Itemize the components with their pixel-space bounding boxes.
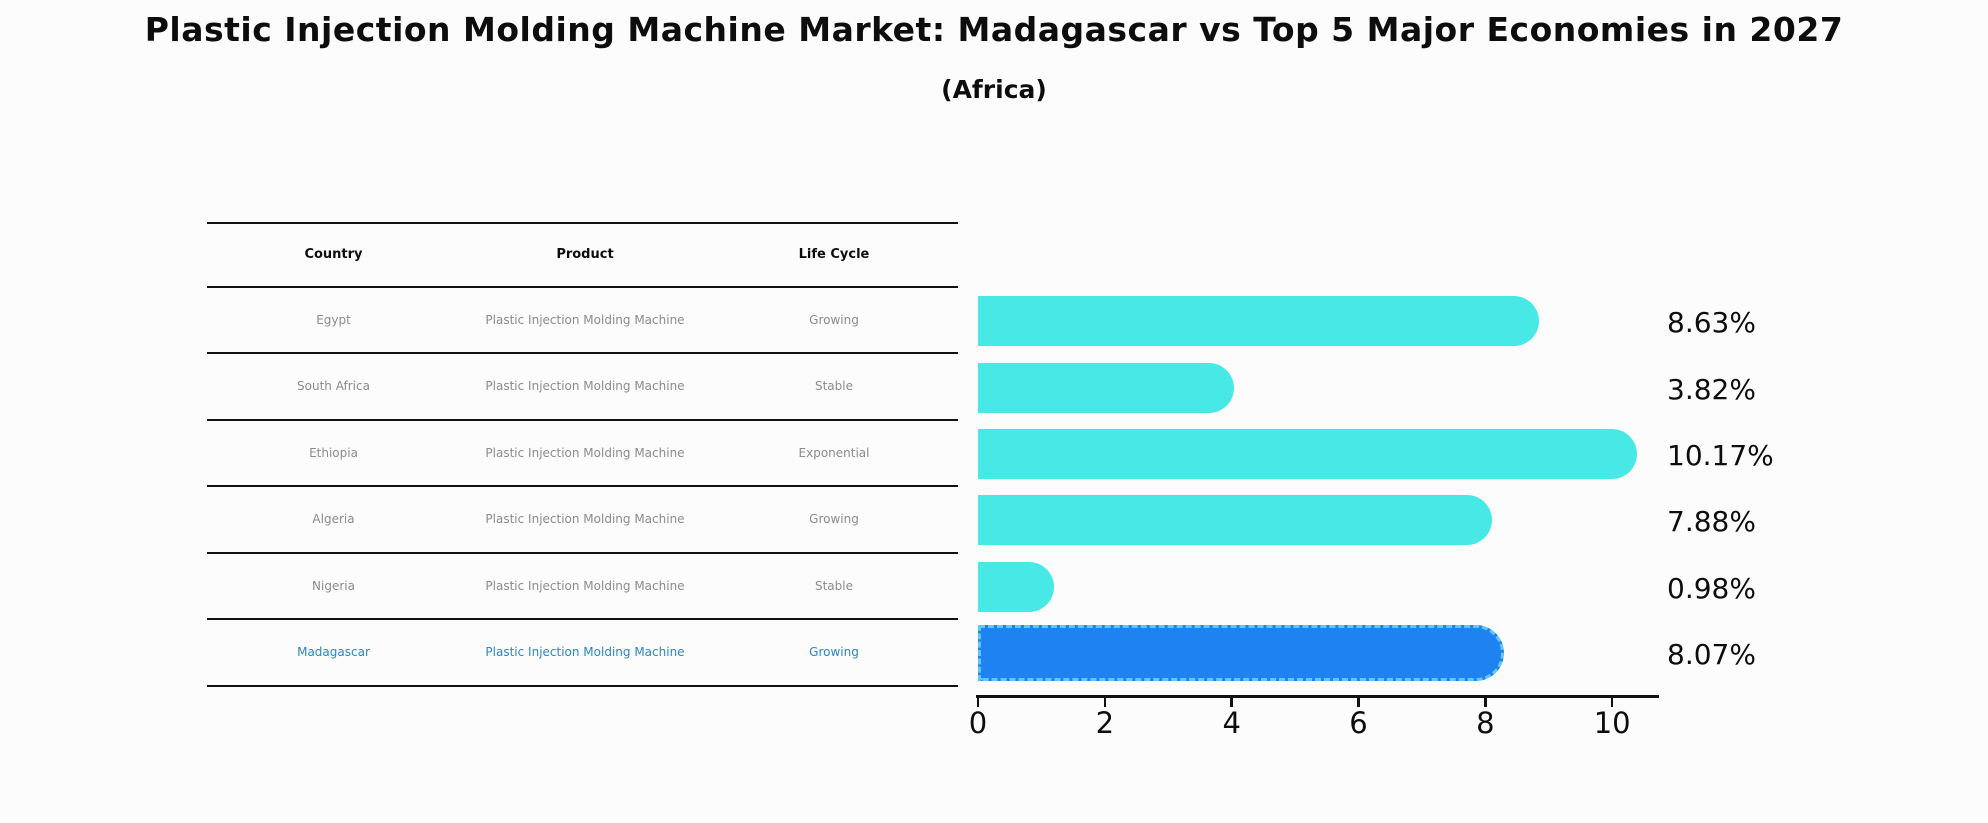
x-axis-tick-8: [1484, 698, 1487, 707]
header-country: Country: [304, 247, 363, 263]
cell-lifecycle: Stable: [814, 379, 853, 394]
x-tick-label-10: 10: [1593, 706, 1631, 740]
x-axis-tick-2: [1103, 698, 1107, 707]
value-label-madagascar: 8.07%: [1667, 638, 1756, 672]
cell-lifecycle: Growing: [809, 312, 859, 327]
cell-lifecycle: Growing: [809, 512, 859, 527]
cell-country: Algeria: [312, 512, 355, 527]
bar-ethiopia: [978, 429, 1637, 479]
table-row-nigeria: Nigeria Plastic Injection Molding Machin…: [207, 554, 958, 620]
bar-nigeria: [978, 561, 1054, 612]
cell-product: Plastic Injection Molding Machine: [485, 445, 685, 460]
x-axis-tick-4: [1230, 698, 1233, 707]
table-row-madagascar: Madagascar Plastic Injection Molding Mac…: [207, 620, 958, 687]
header-lifecycle: Life Cycle: [798, 247, 870, 263]
country-table: Country Product Life Cycle Egypt Plastic…: [207, 222, 958, 687]
cell-lifecycle: Stable: [814, 578, 853, 593]
value-label-algeria: 7.88%: [1667, 505, 1756, 539]
cell-country: Egypt: [316, 312, 351, 327]
cell-product: Plastic Injection Molding Machine: [485, 312, 685, 327]
bar-south-africa: [978, 362, 1234, 413]
chart-title: Plastic Injection Molding Machine Market…: [144, 10, 1844, 49]
chart-subtitle: (Africa): [941, 75, 1047, 104]
x-axis-tick-10: [1610, 698, 1614, 707]
cell-product: Plastic Injection Molding Machine: [485, 512, 685, 527]
cell-country: Nigeria: [312, 578, 355, 593]
cell-lifecycle: Exponential: [798, 445, 870, 460]
x-tick-label-6: 6: [1349, 706, 1368, 740]
x-axis-tick-0: [976, 698, 980, 707]
x-tick-label-0: 0: [968, 706, 988, 740]
cell-product: Plastic Injection Molding Machine: [485, 645, 685, 660]
x-axis-line: [976, 695, 1659, 698]
cell-country: South Africa: [297, 379, 370, 394]
cell-product: Plastic Injection Molding Machine: [485, 578, 685, 593]
bar-algeria: [978, 495, 1492, 546]
cell-product: Plastic Injection Molding Machine: [485, 379, 685, 394]
bar-madagascar-highlighted: [978, 625, 1504, 682]
bar-egypt: [978, 296, 1539, 347]
x-tick-label-4: 4: [1222, 706, 1241, 740]
value-label-south-africa: 3.82%: [1667, 372, 1756, 406]
cell-country: Madagascar: [297, 645, 370, 660]
table-row-south-africa: South Africa Plastic Injection Molding M…: [207, 354, 958, 421]
table-row-ethiopia: Ethiopia Plastic Injection Molding Machi…: [207, 421, 958, 487]
cell-lifecycle: Growing: [809, 645, 859, 660]
value-label-nigeria: 0.98%: [1667, 571, 1756, 605]
table-row-algeria: Algeria Plastic Injection Molding Machin…: [207, 487, 958, 554]
table-row-egypt: Egypt Plastic Injection Molding Machine …: [207, 288, 958, 354]
cell-country: Ethiopia: [309, 445, 358, 460]
x-tick-label-2: 2: [1095, 706, 1115, 740]
x-tick-label-8: 8: [1476, 706, 1495, 740]
table-header-row: Country Product Life Cycle: [207, 222, 958, 288]
value-label-egypt: 8.63%: [1667, 306, 1756, 340]
value-label-ethiopia: 10.17%: [1667, 439, 1774, 472]
x-axis-tick-6: [1357, 698, 1360, 707]
header-product: Product: [556, 247, 614, 263]
